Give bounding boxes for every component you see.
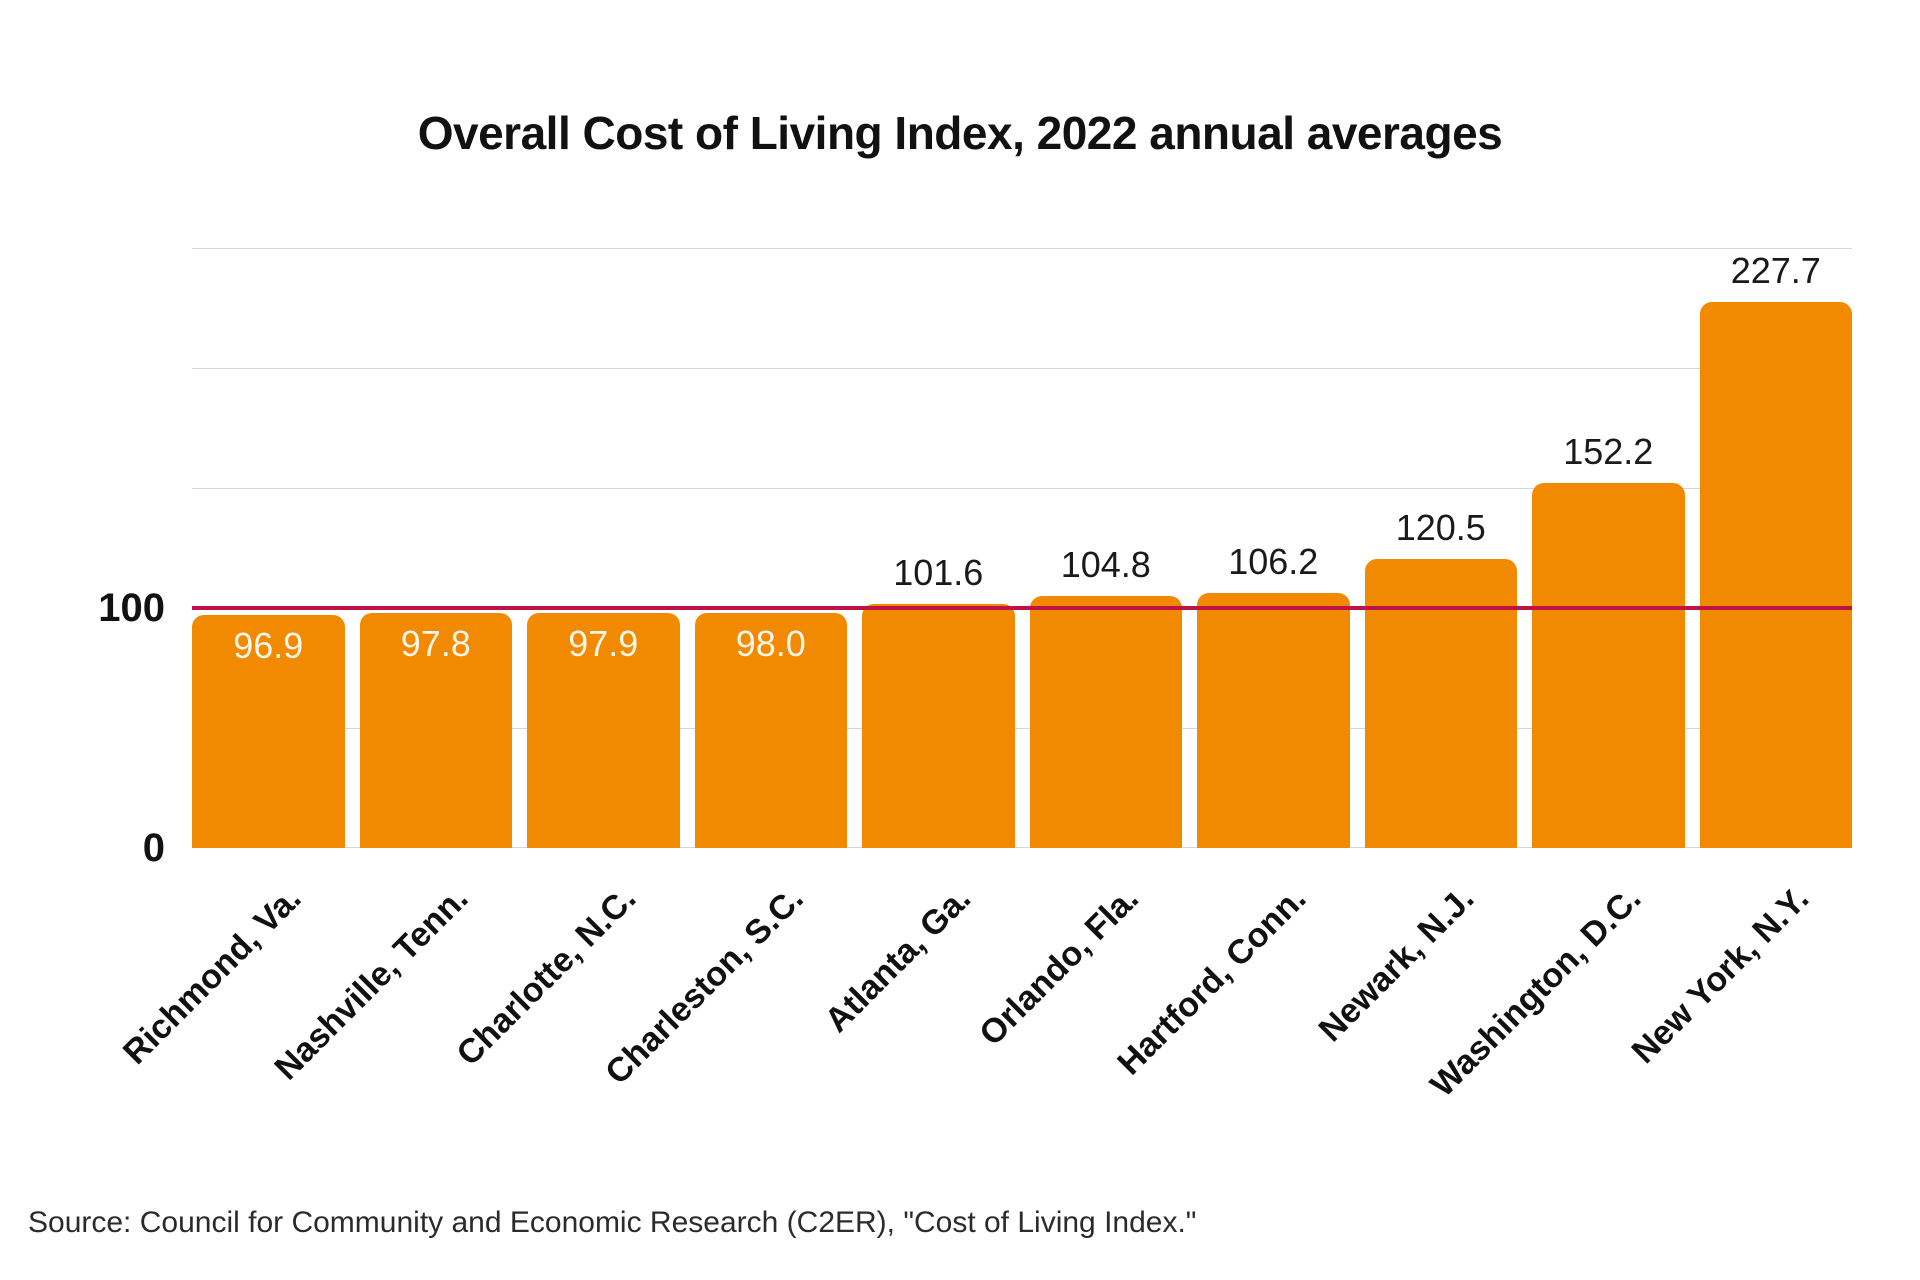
y-tick-0: 0 [142, 826, 165, 870]
bar-value-label: 227.7 [1730, 250, 1821, 291]
bar-cell-3: 98.0 [694, 248, 847, 848]
x-label-Richmond, Va.: Richmond, Va. [115, 879, 309, 1072]
source-note: Source: Council for Community and Econom… [28, 1206, 1197, 1239]
bar-value-label: 152.2 [1563, 431, 1654, 472]
bar-cell-0: 96.9 [192, 248, 345, 848]
bar-Atlanta, Ga. [862, 604, 1015, 848]
bar-cell-6: 106.2 [1197, 248, 1350, 848]
bar-Orlando, Fla. [1029, 596, 1182, 848]
bar-value-label: 96.9 [233, 625, 304, 666]
bar-New York, N.Y. [1699, 302, 1852, 848]
plot-area: 96.9 97.8 97.9 98.0 101.6 104.8 106.2 120.5 152.… [192, 248, 1852, 848]
bars-row: 96.9 97.8 97.9 98.0 101.6 104.8 106.2 120.5 152.… [192, 248, 1852, 848]
bar-value-label: 104.8 [1060, 544, 1151, 585]
bar-Charlotte, N.C. [527, 613, 680, 848]
grid-line-0 [192, 847, 1852, 848]
bar-cell-9: 227.7 [1699, 248, 1852, 848]
bar-cell-8: 152.2 [1532, 248, 1685, 848]
bar-Hartford, Conn. [1197, 593, 1350, 848]
bar-value-label: 97.9 [568, 623, 639, 664]
chart-title: Overall Cost of Living Index, 2022 annua… [417, 107, 1503, 159]
bar-value-label: 97.8 [400, 623, 471, 664]
grid-line-250 [192, 248, 1852, 249]
x-label-Orlando, Fla.: Orlando, Fla. [972, 879, 1146, 1054]
bar-cell-4: 101.6 [862, 248, 1015, 848]
x-label-Atlanta, Ga.: Atlanta, Ga. [817, 879, 979, 1040]
bar-Richmond, Va. [192, 615, 345, 848]
bar-value-label: 106.2 [1228, 541, 1319, 582]
bar-value-label: 120.5 [1395, 507, 1486, 548]
grid-line-200 [192, 368, 1852, 369]
bar-cell-5: 104.8 [1029, 248, 1182, 848]
x-label-Newark, N.J.: Newark, N.J. [1311, 879, 1481, 1050]
x-label-New York, N.Y.: New York, N.Y. [1624, 879, 1816, 1071]
bar-cell-2: 97.9 [527, 248, 680, 848]
y-tick-100: 100 [98, 586, 165, 630]
bar-Nashville, Tenn. [359, 613, 512, 848]
bar-value-label: 98.0 [735, 623, 806, 664]
grid-line-50 [192, 728, 1852, 729]
bar-value-label: 101.6 [893, 552, 984, 593]
reference-line-100 [192, 606, 1852, 610]
bar-cell-1: 97.8 [359, 248, 512, 848]
bar-Washington, D.C. [1532, 483, 1685, 848]
bar-Charleston, S.C. [694, 613, 847, 848]
grid-line-150 [192, 488, 1852, 489]
bar-Newark, N.J. [1364, 559, 1517, 848]
bar-cell-7: 120.5 [1364, 248, 1517, 848]
x-label-Charlotte, N.C.: Charlotte, N.C. [449, 879, 644, 1074]
